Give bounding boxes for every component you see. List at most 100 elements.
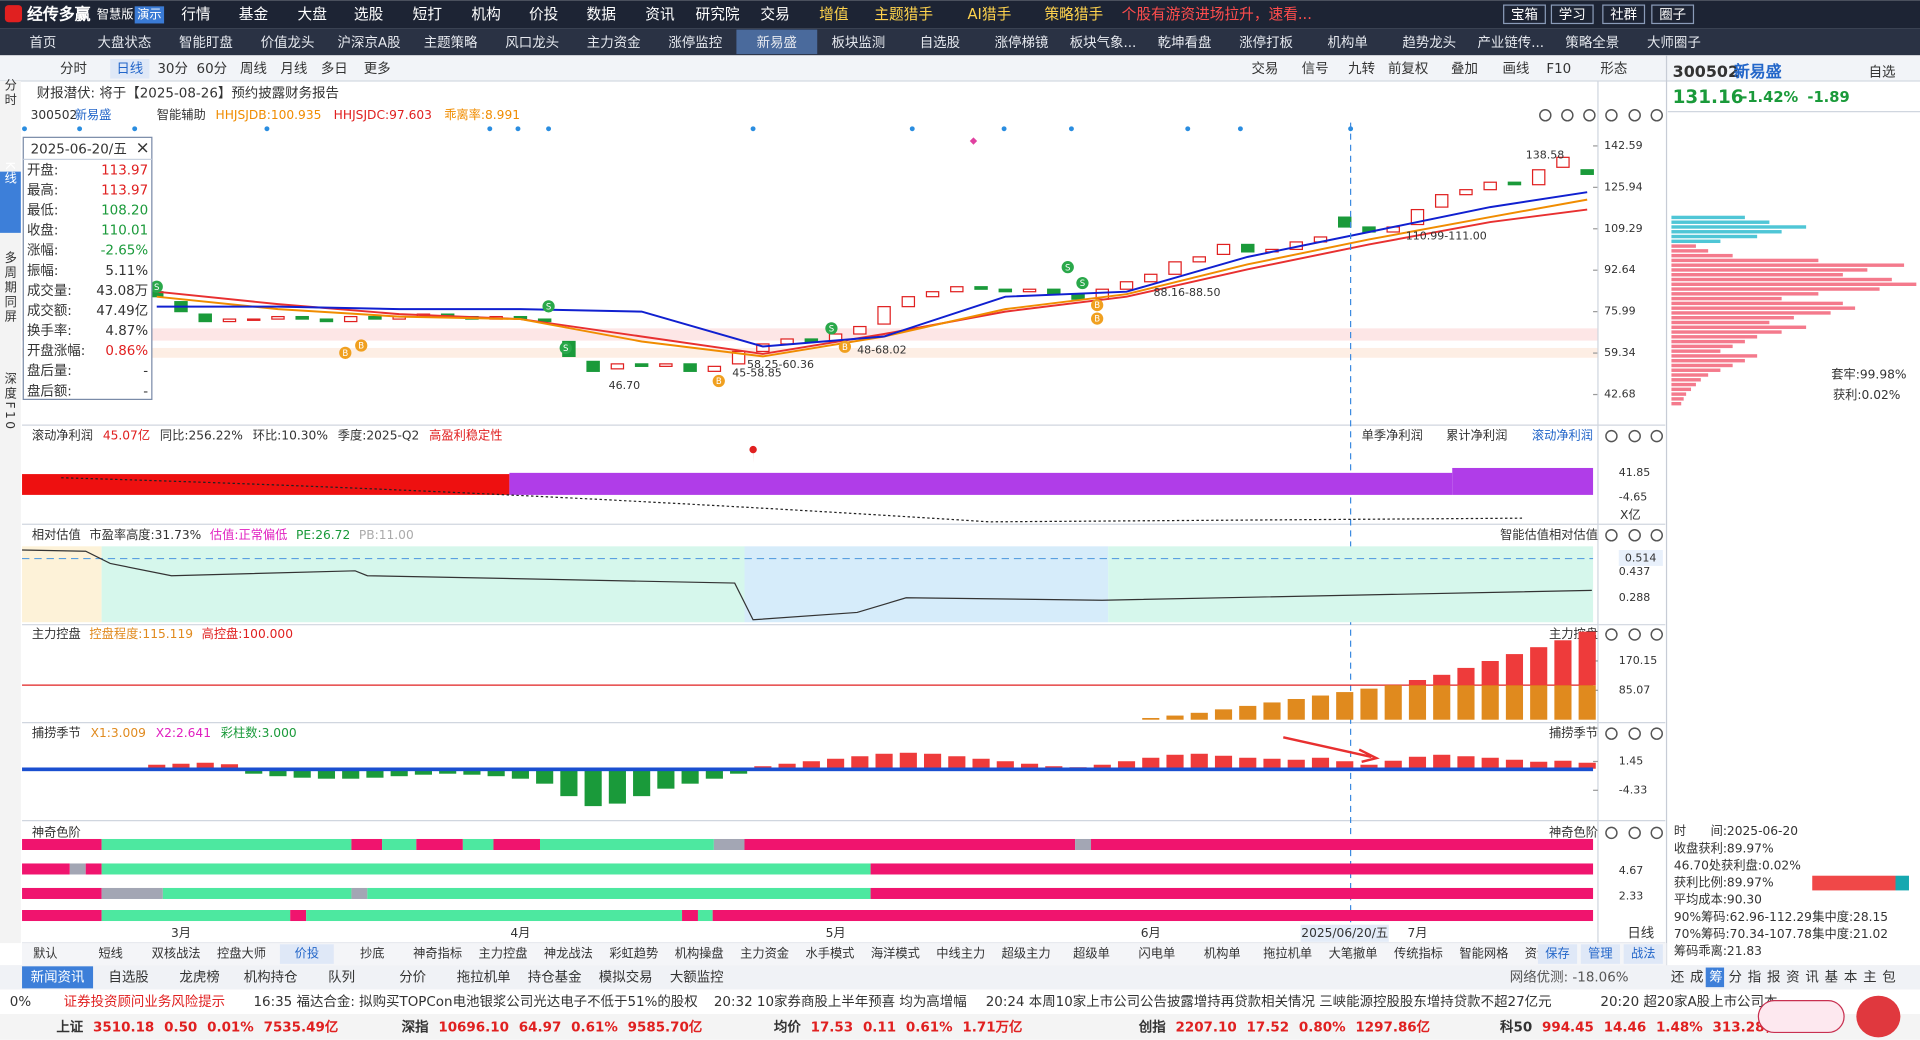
action-button[interactable]: 保存 — [1545, 947, 1569, 961]
menu-item[interactable]: 主题猎手 — [874, 6, 933, 23]
indicator-tab[interactable]: 机构单 — [1204, 946, 1241, 961]
side-button[interactable]: 分 — [1728, 969, 1741, 985]
indicator-tab[interactable]: 双核战法 — [152, 947, 201, 961]
indicator-tab[interactable]: 海洋模式 — [871, 946, 920, 961]
side-button[interactable]: 主 — [1863, 969, 1876, 985]
news-tab[interactable]: 新闻资讯 — [31, 969, 85, 985]
tab[interactable]: 智能盯盘 — [179, 34, 233, 51]
period-button[interactable]: 60分 — [197, 61, 228, 77]
profit-mode[interactable]: 滚动净利润 — [1532, 428, 1593, 443]
indicator-tab[interactable]: 主力控盘 — [479, 946, 528, 961]
panel-icon[interactable] — [1650, 109, 1663, 122]
side-button[interactable]: 筹 — [1709, 968, 1722, 985]
menu-item[interactable]: 选股 — [354, 6, 384, 23]
panel-icon[interactable] — [1605, 826, 1618, 840]
indicator-tab[interactable]: 神龙战法 — [544, 947, 593, 961]
indicator-tab[interactable]: 控盘大师 — [217, 946, 266, 961]
panel-icon[interactable] — [1650, 628, 1663, 641]
indicator-tab[interactable]: 传统指标 — [1394, 946, 1443, 961]
top-button[interactable]: 圈子 — [1659, 7, 1686, 23]
menu-item[interactable]: 基金 — [239, 6, 269, 23]
panel-icon[interactable] — [1628, 727, 1641, 740]
panel-icon[interactable] — [1628, 429, 1641, 443]
period-button[interactable]: 月线 — [280, 61, 307, 77]
tab[interactable]: 大盘状态 — [98, 34, 152, 51]
menu-item[interactable]: 机构 — [471, 6, 500, 23]
panel-icon[interactable] — [1628, 826, 1641, 840]
side-button[interactable]: 资 — [1786, 969, 1799, 985]
tab[interactable]: 策略全景 — [1565, 34, 1619, 51]
tab[interactable]: 价值龙头 — [261, 35, 315, 51]
indicator-tab[interactable]: 智能网格 — [1459, 946, 1508, 961]
tab[interactable]: 板块气象... — [1070, 35, 1137, 51]
indicator-tab[interactable]: 价投 — [295, 946, 319, 961]
indicator-tab[interactable]: 默认 — [33, 946, 57, 961]
tab[interactable]: 板块监测 — [831, 35, 885, 51]
tab[interactable]: 主力资金 — [587, 35, 641, 51]
alert[interactable]: 个股有游资进场拉升，速看... — [1122, 6, 1312, 23]
indicator-tab[interactable]: 拖拉机单 — [1263, 946, 1312, 961]
tab[interactable]: 主题策略 — [424, 34, 478, 51]
tool-button[interactable]: F10 — [1546, 62, 1571, 77]
panel-icon[interactable] — [1628, 109, 1641, 122]
news-tab[interactable]: 龙虎榜 — [179, 968, 219, 985]
side-button[interactable]: 讯 — [1805, 969, 1819, 985]
panel-icon[interactable] — [1605, 727, 1618, 740]
side-button[interactable]: 包 — [1882, 969, 1895, 985]
period-button[interactable]: 日线 — [116, 61, 143, 77]
panel-icon[interactable] — [1650, 727, 1663, 740]
top-button[interactable]: 宝箱 — [1511, 7, 1538, 23]
indicator-tab[interactable]: 中线主力 — [936, 946, 985, 961]
top-button[interactable]: 社群 — [1610, 7, 1637, 23]
menu-item[interactable]: 策略猎手 — [1044, 6, 1103, 23]
action-button[interactable]: 管理 — [1588, 946, 1612, 961]
panel-icon[interactable] — [1561, 109, 1574, 122]
indicator-tab[interactable]: 神奇指标 — [413, 946, 462, 961]
tab[interactable]: 风口龙头 — [505, 35, 559, 51]
period-button[interactable]: 周线 — [240, 61, 267, 77]
panel-icon[interactable] — [1605, 628, 1618, 641]
indicator-tab[interactable]: 大笔撤单 — [1329, 946, 1378, 961]
side-tab[interactable]: K线 — [3, 161, 17, 186]
news-tab[interactable]: 持仓基金 — [528, 968, 582, 985]
side-tab[interactable]: 多周期同屏 — [3, 251, 17, 325]
news-tab[interactable]: 分价 — [399, 969, 426, 985]
watch-button[interactable]: 自选 — [1869, 64, 1896, 80]
period-button[interactable]: 多日 — [321, 60, 348, 77]
news-tab[interactable]: 拖拉机单 — [457, 969, 511, 985]
tool-button[interactable]: 形态 — [1600, 61, 1627, 77]
menu-item[interactable]: 增值 — [819, 6, 849, 23]
side-button[interactable]: 基 — [1825, 968, 1838, 985]
side-button[interactable]: 本 — [1844, 969, 1857, 985]
assist-label[interactable]: 智能辅助 — [157, 107, 206, 122]
tab[interactable]: 新易盛 — [757, 35, 797, 51]
panel-icon[interactable] — [1583, 109, 1596, 122]
tab[interactable]: 自选股 — [920, 35, 960, 51]
side-button[interactable]: 成 — [1690, 969, 1703, 985]
menu-item[interactable]: 大盘 — [298, 5, 328, 23]
menu-item[interactable]: 价投 — [529, 6, 559, 23]
profit-mode[interactable]: 单季净利润 — [1362, 429, 1423, 443]
indicator-tab[interactable]: 抄底 — [360, 946, 384, 961]
side-tab[interactable]: 深度F10 — [3, 372, 17, 432]
panel-icon[interactable] — [1650, 429, 1663, 443]
indicator-tab[interactable]: 超级单 — [1073, 946, 1110, 961]
menu-item[interactable]: AI猎手 — [968, 6, 1012, 23]
tab[interactable]: 沪深京A股 — [338, 35, 401, 51]
tab[interactable]: 涨停监控 — [668, 34, 722, 51]
side-button[interactable]: 指 — [1748, 969, 1761, 985]
news-tab[interactable]: 大额监控 — [670, 969, 724, 985]
tab[interactable]: 产业链传... — [1477, 35, 1544, 51]
close-icon[interactable] — [137, 142, 148, 153]
tool-button[interactable]: 叠加 — [1451, 61, 1478, 77]
menu-item[interactable]: 研究院 — [696, 5, 740, 23]
period-button[interactable]: 30分 — [157, 61, 188, 77]
indicator-tab[interactable]: 短线 — [98, 947, 122, 961]
menu-item[interactable]: 短打 — [413, 6, 443, 23]
action-button[interactable]: 战法 — [1631, 947, 1655, 961]
indicator-tab[interactable]: 水手模式 — [805, 947, 854, 961]
indicator-tab[interactable]: 彩虹趋势 — [609, 947, 658, 961]
tool-button[interactable]: 前复权 — [1388, 60, 1429, 77]
panel-icon[interactable] — [1650, 826, 1663, 840]
period-button[interactable]: 分时 — [60, 61, 87, 77]
